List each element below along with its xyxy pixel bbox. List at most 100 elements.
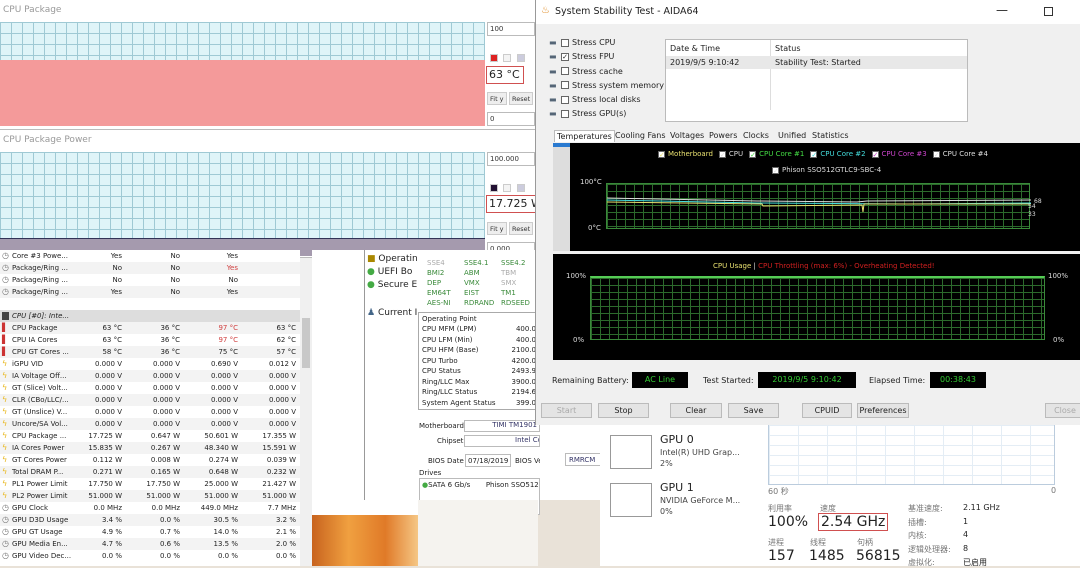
gpu-name[interactable]: GPU 1 [660, 481, 694, 494]
legend-item[interactable]: ✓ CPU [718, 150, 744, 159]
tab-voltages[interactable]: Voltages [670, 131, 705, 140]
sensor-scrollbar[interactable] [300, 258, 312, 566]
sensor-row[interactable]: ϟ PL1 Power Limit 17.750 W 17.750 W 25.000 W… [0, 478, 300, 490]
checkbox[interactable] [561, 109, 569, 118]
sensor-row[interactable]: ϟ GT Cores Power 0.112 W 0.008 W 0.274 W 0.03… [0, 454, 300, 466]
tab-unified[interactable]: Unified [778, 131, 807, 140]
save-button[interactable]: Save [728, 403, 779, 418]
sensor-value: 0.000 V [94, 360, 122, 368]
checkbox[interactable]: ✓ [561, 52, 569, 61]
sensor-row[interactable]: ◷ GPU GT Usage 4.9 % 0.7 % 14.0 % 2.1 % [0, 526, 300, 538]
fit-y-button[interactable]: Fit y [487, 222, 507, 235]
color-swatch[interactable] [517, 184, 525, 192]
sensor-row[interactable]: ◷ GPU Video Dec... 0.0 % 0.0 % 0.0 % 0.0 % [0, 550, 300, 562]
sensor-row[interactable]: ϟ GT (Slice) Volt... 0.000 V 0.000 V 0.000 V… [0, 382, 300, 394]
sensor-row[interactable]: ϟ IA Voltage Off... 0.000 V 0.000 V 0.000 V 0… [0, 370, 300, 382]
color-swatch[interactable] [503, 54, 511, 62]
legend-item[interactable]: ✓ CPU Core #4 [932, 150, 988, 159]
tab-powers[interactable]: Powers [709, 131, 738, 140]
color-swatch[interactable] [490, 54, 498, 62]
log-row[interactable]: 2019/9/5 9:10:42 Stability Test: Started [666, 56, 967, 69]
sensor-row[interactable]: ϟ IA Cores Power 15.835 W 0.267 W 48.340 W 15… [0, 442, 300, 454]
graph-max-input[interactable]: 100 [487, 22, 535, 36]
start-button[interactable]: Start [541, 403, 592, 418]
graph-min-input[interactable]: 0 [487, 112, 535, 126]
op-label: CPU HFM (Base) [422, 346, 479, 354]
reset-button[interactable]: Reset [509, 92, 534, 105]
utilization-value: 100% [768, 514, 809, 530]
tab-temperatures[interactable]: Temperatures [554, 130, 615, 142]
cpu-feature: AES-NI [427, 299, 451, 307]
sensor-row[interactable]: ϟ GT (Unslice) V... 0.000 V 0.000 V 0.000 V 0… [0, 406, 300, 418]
sensor-value: 0.000 V [152, 384, 180, 392]
tab-clocks[interactable]: Clocks [743, 131, 769, 140]
stress-option[interactable]: ▬ Stress GPU(s) [549, 109, 664, 123]
stress-option[interactable]: ▬ Stress cache [549, 67, 664, 81]
sensor-row[interactable]: ϟ Uncore/SA Vol... 0.000 V 0.000 V 0.000 V 0.… [0, 418, 300, 430]
sensor-group-header[interactable]: CPU [#0]: Inte... [0, 310, 300, 322]
maximize-button[interactable] [1044, 7, 1053, 16]
gpu-thumbnail[interactable] [610, 483, 652, 517]
sensor-value: 13.5 % [213, 540, 238, 548]
op-row: System Agent Status 399.0 [419, 399, 539, 410]
sensor-label: GT (Slice) Volt... [12, 384, 68, 392]
tab-statistics[interactable]: Statistics [812, 131, 849, 140]
fit-y-button[interactable]: Fit y [487, 92, 507, 105]
sensor-row[interactable]: ▌ CPU IA Cores 63 °C 36 °C 97 °C 62 °C [0, 334, 300, 346]
clear-button[interactable]: Clear [670, 403, 722, 418]
color-swatch[interactable] [503, 184, 511, 192]
motherboard-label: Motherboard [419, 422, 464, 430]
tab-cooling-fans[interactable]: Cooling Fans [615, 131, 666, 140]
sensor-label: Uncore/SA Vol... [12, 420, 68, 428]
sensor-value: 0.0 % [217, 552, 238, 560]
legend-item[interactable]: ✓ Phison SSO512GTLC9-SBC-4 [772, 166, 882, 175]
checkbox[interactable] [561, 38, 569, 47]
sensor-row[interactable]: ◷ GPU Media En... 4.7 % 0.6 % 13.5 % 2.0 % [0, 538, 300, 550]
sensor-row[interactable]: ▌ CPU GT Cores ... 58 °C 36 °C 75 °C 57 °C [0, 346, 300, 358]
checkbox[interactable] [561, 67, 569, 76]
sensor-row[interactable]: ▌ CPU Package 63 °C 36 °C 97 °C 63 °C [0, 322, 300, 334]
sensor-row[interactable]: ◷ Package/Ring ... Yes No Yes [0, 286, 300, 298]
color-swatch[interactable] [517, 54, 525, 62]
sensor-row[interactable]: ◷ GPU Clock 0.0 MHz 0.0 MHz 449.0 MHz 7.7 MHz [0, 502, 300, 514]
stop-button[interactable]: Stop [598, 403, 649, 418]
checkbox[interactable] [561, 81, 569, 90]
stress-label: Stress FPU [572, 52, 615, 62]
legend-item[interactable]: ✓ CPU Core #2 [810, 150, 866, 159]
cpuid-button[interactable]: CPUID [802, 403, 852, 418]
legend-item[interactable]: ✓ CPU Core #3 [871, 150, 927, 159]
checkbox[interactable] [561, 95, 569, 104]
clock-icon: ◷ [2, 551, 9, 560]
stress-option[interactable]: ▬ Stress system memory [549, 81, 664, 95]
sensor-row[interactable]: ϟ Total DRAM P... 0.271 W 0.165 W 0.648 W 0.2… [0, 466, 300, 478]
sensor-value: 57 °C [276, 348, 296, 356]
sensor-row[interactable]: ϟ iGPU VID 0.000 V 0.000 V 0.690 V 0.012 V [0, 358, 300, 370]
preferences-button[interactable]: Preferences [857, 403, 909, 418]
sensor-row[interactable]: ◷ Package/Ring ... No No Yes [0, 262, 300, 274]
sensor-row[interactable]: ◷ Core #3 Powe... Yes No Yes [0, 250, 300, 262]
close-button[interactable]: Close [1045, 403, 1080, 418]
graph-max-input[interactable]: 100.000 [487, 152, 535, 166]
color-swatch[interactable] [490, 184, 498, 192]
bolt-icon: ϟ [2, 407, 8, 416]
stress-option[interactable]: ▬ Stress local disks [549, 95, 664, 109]
legend-item[interactable]: ✓ Motherboard [658, 150, 713, 159]
minimize-button[interactable]: — [996, 3, 1008, 17]
stress-option[interactable]: ▬ Stress CPU [549, 38, 664, 52]
sensor-label: CPU GT Cores ... [12, 348, 69, 356]
reset-button[interactable]: Reset [509, 222, 534, 235]
sensor-value: Yes [226, 264, 238, 272]
sensor-value: 36 °C [160, 336, 180, 344]
gpu-name[interactable]: GPU 0 [660, 433, 694, 446]
stress-option[interactable]: ▬ ✓ Stress FPU [549, 52, 664, 66]
sensor-row[interactable]: ◷ Package/Ring ... No No No [0, 274, 300, 286]
handles-value: 56815 [856, 548, 901, 564]
gpu-thumbnail[interactable] [610, 435, 652, 469]
sensor-row[interactable]: ϟ CLR (CBo/LLC/... 0.000 V 0.000 V 0.000 V 0.… [0, 394, 300, 406]
legend-item[interactable]: ✓ CPU Core #1 [749, 150, 805, 159]
sensor-row[interactable]: ◷ GPU D3D Usage 3.4 % 0.0 % 30.5 % 3.2 % [0, 514, 300, 526]
sensor-value: 51.000 W [262, 492, 296, 500]
sensor-row[interactable]: ϟ CPU Package ... 17.725 W 0.647 W 50.601 W 1… [0, 430, 300, 442]
sensor-row[interactable]: ϟ PL2 Power Limit 51.000 W 51.000 W 51.000 W… [0, 490, 300, 502]
sensor-value: 4.7 % [101, 540, 122, 548]
